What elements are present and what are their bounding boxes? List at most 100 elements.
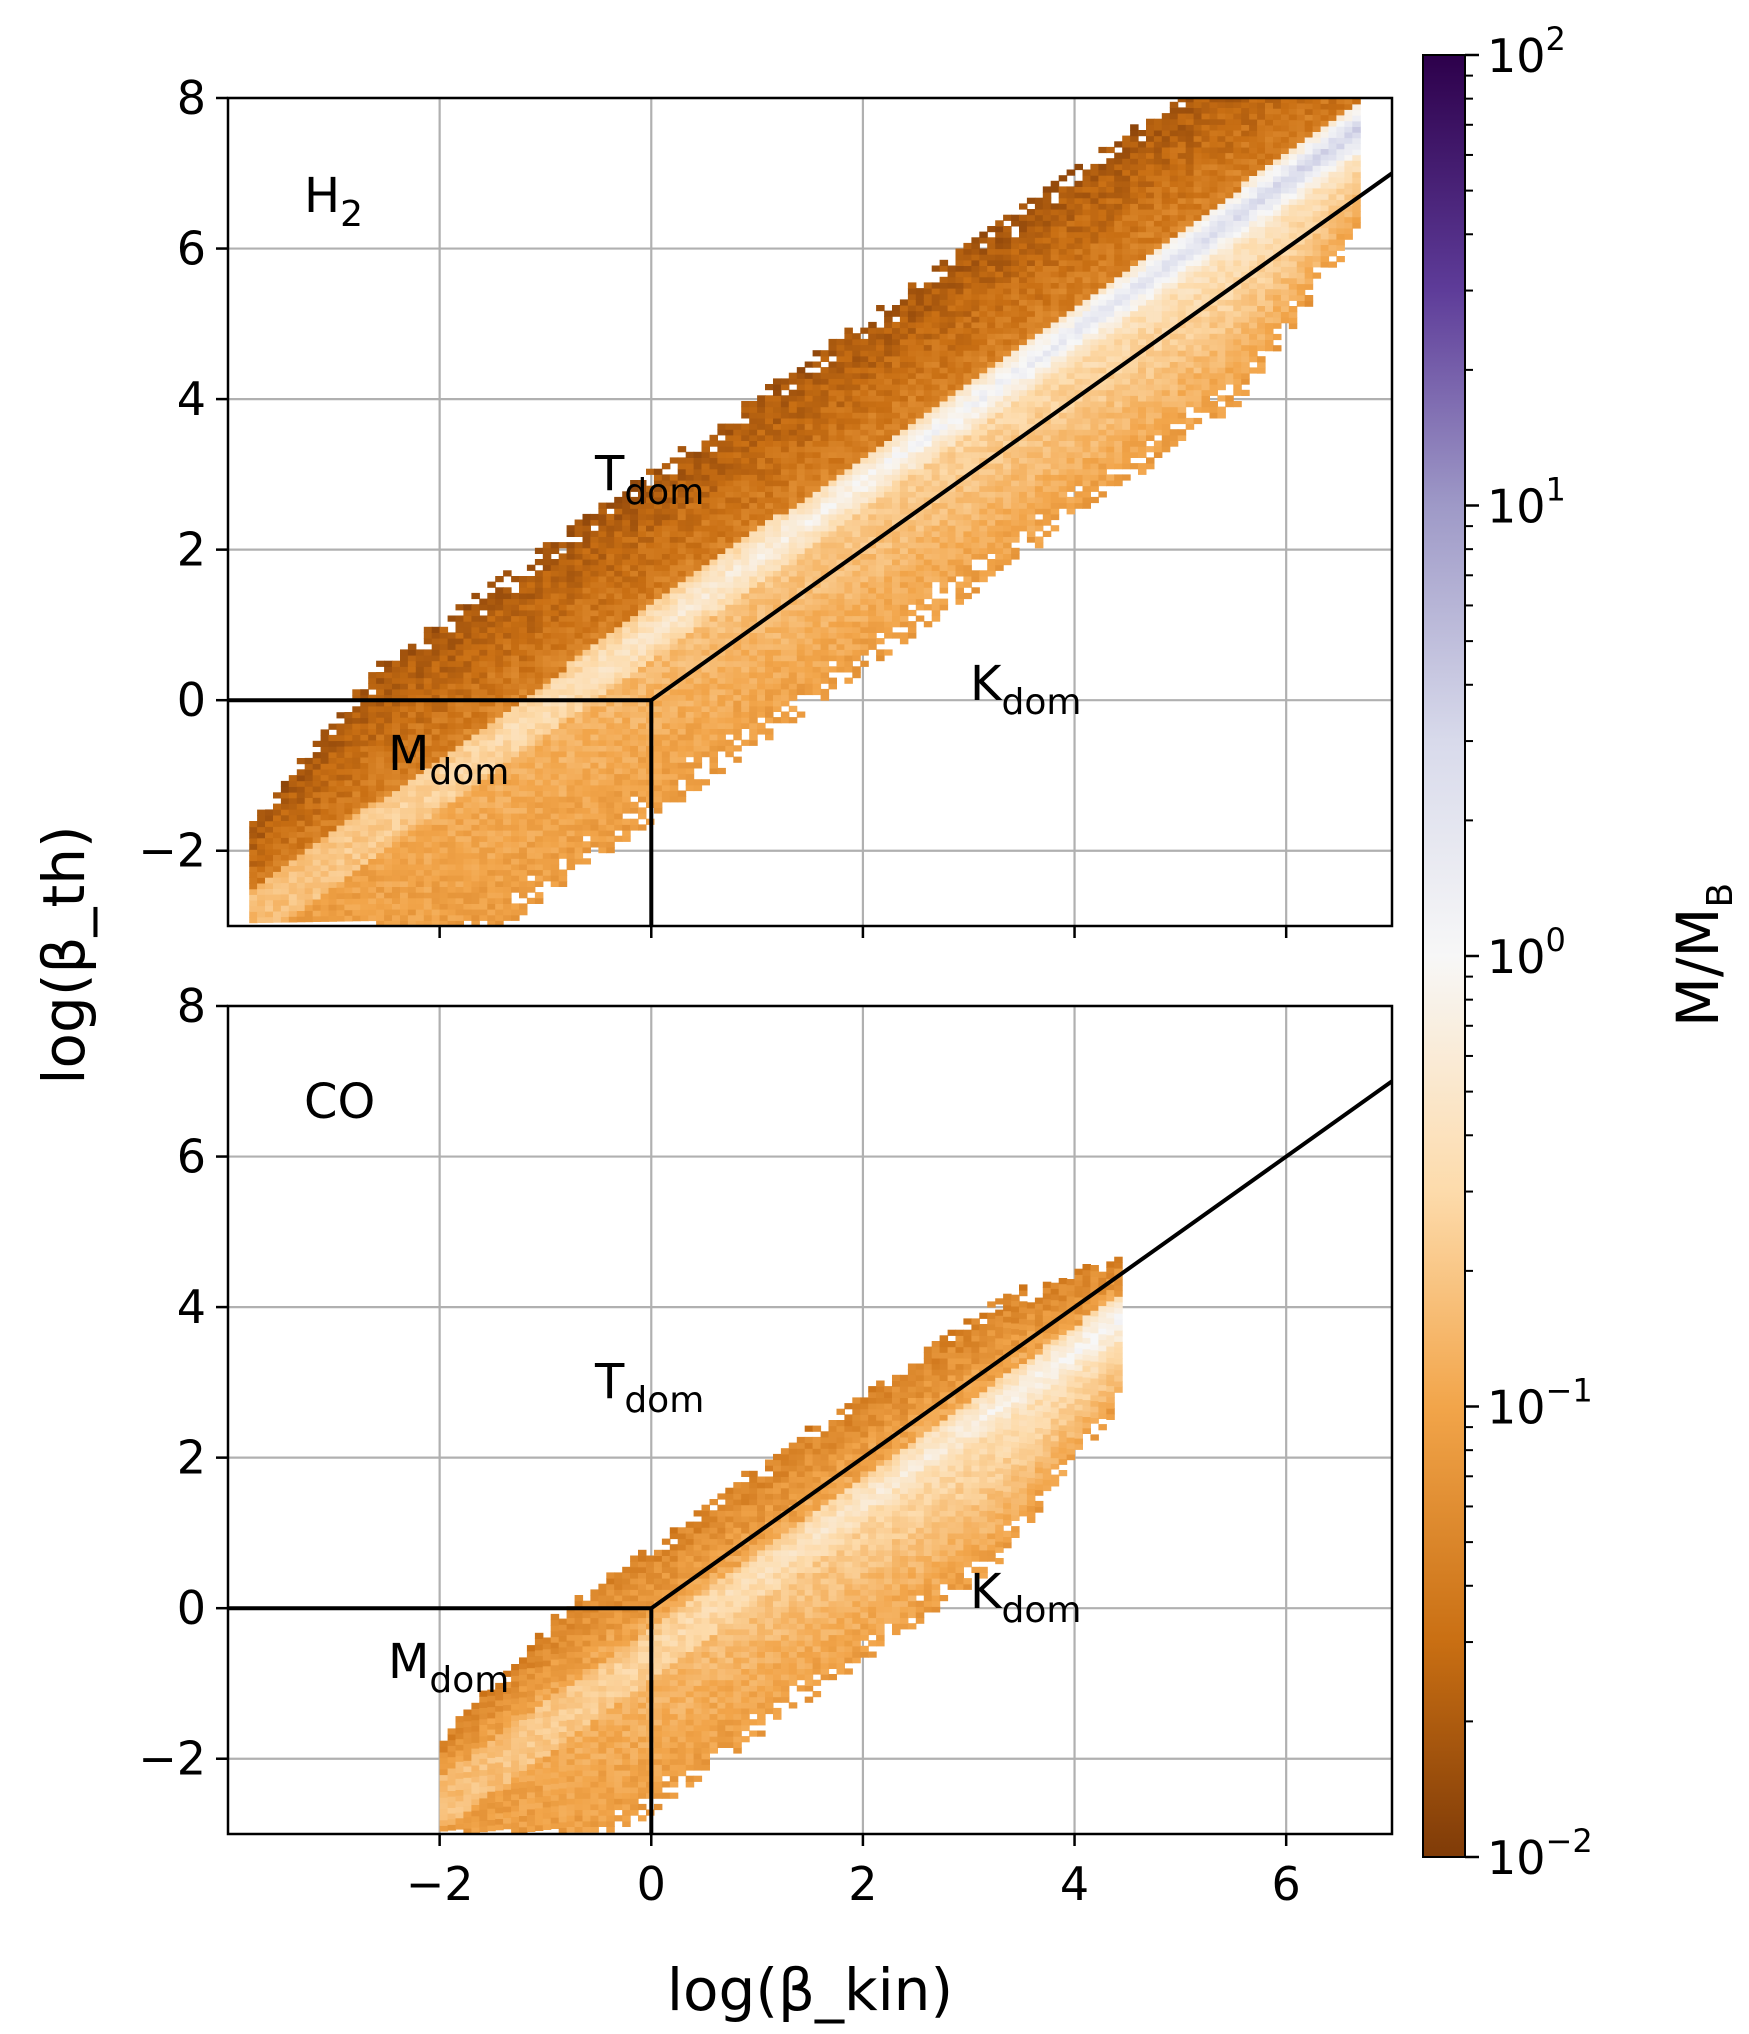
heatmap-cell xyxy=(487,830,496,837)
heatmap-cell xyxy=(646,688,655,696)
heatmap-cell xyxy=(630,632,639,639)
heatmap-cell xyxy=(812,570,822,577)
heatmap-cell xyxy=(757,457,766,464)
heatmap-cell xyxy=(360,858,369,865)
heatmap-cell xyxy=(328,746,337,753)
heatmap-cell xyxy=(844,604,853,611)
heatmap-cell xyxy=(574,813,584,820)
heatmap-cell xyxy=(963,333,972,340)
heatmap-cell xyxy=(669,502,679,509)
heatmap-cell xyxy=(947,367,957,374)
heatmap-cell xyxy=(947,480,957,487)
heatmap-cell xyxy=(312,825,322,832)
heatmap-cell xyxy=(939,536,949,543)
heatmap-cell xyxy=(860,485,869,492)
heatmap-cell xyxy=(788,446,798,453)
heatmap-cell xyxy=(526,880,536,887)
heatmap-cell xyxy=(519,711,528,718)
heatmap-cell xyxy=(519,863,528,871)
heatmap-cell xyxy=(899,604,909,611)
heatmap-cell xyxy=(526,700,536,707)
heatmap-cell xyxy=(296,820,306,827)
heatmap-cell xyxy=(344,802,353,809)
heatmap-cell xyxy=(701,440,710,447)
heatmap-cell xyxy=(884,598,893,605)
heatmap-cell xyxy=(288,825,298,833)
heatmap-cell xyxy=(868,632,877,639)
heatmap-cell xyxy=(614,801,623,808)
heatmap-cell xyxy=(511,632,520,639)
heatmap-cell xyxy=(892,446,901,453)
heatmap-cell xyxy=(693,751,703,758)
heatmap-cell xyxy=(653,672,663,679)
heatmap-cell xyxy=(400,892,409,899)
heatmap-cell xyxy=(741,536,750,543)
heatmap-cell xyxy=(320,752,330,759)
heatmap-cell xyxy=(892,559,901,566)
heatmap-cell xyxy=(836,401,845,408)
heatmap-cell xyxy=(757,700,766,707)
heatmap-cell xyxy=(534,660,544,667)
heatmap-cell xyxy=(907,536,917,543)
heatmap-cell xyxy=(701,751,710,758)
heatmap-cell xyxy=(733,734,742,741)
heatmap-cell xyxy=(899,434,909,441)
heatmap-cell xyxy=(836,542,845,549)
heatmap-cell xyxy=(765,688,774,696)
heatmap-cell xyxy=(471,626,480,633)
heatmap-cell xyxy=(630,576,639,583)
heatmap-cell xyxy=(939,598,949,605)
heatmap-cell xyxy=(431,705,441,712)
heatmap-cell xyxy=(725,581,734,588)
heatmap-cell xyxy=(915,321,925,329)
heatmap-cell xyxy=(765,480,774,487)
heatmap-cell xyxy=(931,474,941,481)
heatmap-cell xyxy=(534,598,544,605)
heatmap-cell xyxy=(534,751,544,758)
heatmap-cell xyxy=(685,570,695,577)
heatmap-cell xyxy=(828,592,837,600)
heatmap-cell xyxy=(280,871,290,878)
heatmap-cell xyxy=(947,542,957,549)
heatmap-cell xyxy=(384,897,393,904)
heatmap-cell xyxy=(693,480,703,487)
heatmap-cell xyxy=(407,779,417,786)
heatmap-cell xyxy=(939,378,949,385)
heatmap-cell xyxy=(400,886,409,893)
heatmap-cell xyxy=(780,626,790,633)
heatmap-cell xyxy=(971,355,980,362)
heatmap-cell xyxy=(558,598,568,605)
heatmap-cell xyxy=(979,310,988,317)
heatmap-cell xyxy=(542,666,552,673)
heatmap-cell xyxy=(899,305,909,312)
heatmap-cell xyxy=(963,502,972,509)
heatmap-cell xyxy=(844,401,853,408)
heatmap-cell xyxy=(590,660,599,667)
heatmap-cell xyxy=(788,581,798,588)
heatmap-cell xyxy=(638,694,647,701)
heatmap-cell xyxy=(836,446,845,453)
heatmap-cell xyxy=(415,875,425,882)
heatmap-cell xyxy=(749,615,758,622)
heatmap-cell xyxy=(979,293,988,300)
heatmap-cell xyxy=(677,739,687,746)
heatmap-cell xyxy=(487,739,496,746)
heatmap-cell xyxy=(439,818,449,825)
heatmap-cell xyxy=(558,592,568,600)
heatmap-cell xyxy=(542,835,552,842)
heatmap-cell xyxy=(503,660,512,667)
heatmap-cell xyxy=(384,858,393,865)
heatmap-cell xyxy=(923,446,933,453)
heatmap-cell xyxy=(400,863,409,871)
heatmap-cell xyxy=(400,790,409,797)
heatmap-cell xyxy=(923,451,933,458)
heatmap-cell xyxy=(733,705,742,712)
heatmap-cell xyxy=(653,570,663,577)
heatmap-cell xyxy=(820,677,830,684)
heatmap-cell xyxy=(955,316,964,323)
heatmap-cell xyxy=(463,666,472,673)
heatmap-cell xyxy=(685,773,695,780)
heatmap-cell xyxy=(915,327,925,334)
heatmap-cell xyxy=(471,592,480,600)
heatmap-cell xyxy=(582,525,591,532)
